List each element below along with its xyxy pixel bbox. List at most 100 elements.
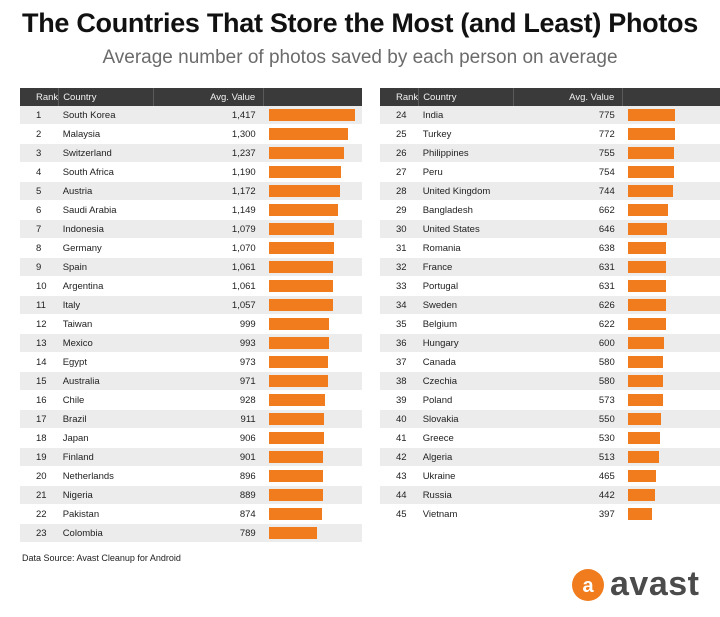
value-cell: 1,300	[153, 124, 264, 144]
rank-cell: 23	[20, 523, 59, 543]
rank-cell: 42	[380, 447, 419, 467]
table-row: 18 Japan 906	[20, 428, 362, 448]
bar-cell	[622, 390, 720, 410]
bar-cell	[622, 200, 720, 220]
rank-cell: 34	[380, 295, 419, 315]
rank-cell: 41	[380, 428, 419, 448]
table-row: 36 Hungary 600	[380, 333, 720, 353]
table-row: 19 Finland 901	[20, 447, 362, 467]
table-row: 14 Egypt 973	[20, 352, 362, 372]
country-cell: Saudi Arabia	[58, 200, 154, 220]
rank-cell: 7	[20, 219, 59, 239]
rank-cell: 44	[380, 485, 419, 505]
value-cell: 631	[513, 257, 623, 277]
value-bar	[627, 318, 666, 330]
table-row: 41 Greece 530	[380, 428, 720, 448]
bar-cell	[622, 295, 720, 315]
value-bar	[268, 242, 334, 254]
country-cell: United States	[418, 219, 514, 239]
country-cell: Malaysia	[58, 124, 154, 144]
country-cell: Bangladesh	[418, 200, 514, 220]
country-cell: Colombia	[58, 523, 154, 543]
rank-cell: 26	[380, 143, 419, 163]
table-row: 7 Indonesia 1,079	[20, 219, 362, 239]
rank-cell: 16	[20, 390, 59, 410]
value-bar	[268, 432, 324, 444]
rank-cell: 5	[20, 181, 59, 201]
table-row: 3 Switzerland 1,237	[20, 143, 362, 163]
bar-cell	[263, 276, 362, 296]
country-cell: Nigeria	[58, 485, 154, 505]
table-row: 30 United States 646	[380, 219, 720, 239]
table-row: 6 Saudi Arabia 1,149	[20, 200, 362, 220]
value-bar	[627, 489, 655, 501]
rank-cell: 21	[20, 485, 59, 505]
table-row: 27 Peru 754	[380, 162, 720, 182]
country-cell: Vietnam	[418, 504, 514, 524]
header-rank: Rank	[20, 88, 60, 106]
rank-cell: 9	[20, 257, 59, 277]
rank-cell: 24	[380, 106, 419, 125]
value-cell: 580	[513, 352, 623, 372]
table-row: 13 Mexico 993	[20, 333, 362, 353]
value-cell: 622	[513, 314, 623, 334]
bar-cell	[622, 219, 720, 239]
country-cell: Poland	[418, 390, 514, 410]
bar-cell	[263, 352, 362, 372]
value-bar	[268, 337, 329, 349]
value-cell: 1,172	[153, 181, 264, 201]
bar-cell	[622, 276, 720, 296]
rank-cell: 45	[380, 504, 419, 524]
country-cell: South Africa	[58, 162, 154, 182]
value-bar	[268, 280, 334, 292]
value-bar	[627, 356, 663, 368]
data-source-note: Data Source: Avast Cleanup for Android	[22, 553, 181, 563]
value-cell: 1,417	[153, 106, 264, 125]
bar-cell	[263, 485, 362, 505]
rank-cell: 25	[380, 124, 419, 144]
bar-cell	[622, 466, 720, 486]
value-cell: 1,237	[153, 143, 264, 163]
table-row: 45 Vietnam 397	[380, 504, 720, 524]
value-bar	[268, 166, 341, 178]
header-bar	[263, 88, 362, 106]
bar-cell	[622, 257, 720, 277]
country-cell: Sweden	[418, 295, 514, 315]
value-cell: 662	[513, 200, 623, 220]
value-cell: 397	[513, 504, 623, 524]
bar-cell	[622, 181, 720, 201]
country-cell: Taiwan	[58, 314, 154, 334]
country-cell: Turkey	[418, 124, 514, 144]
bar-cell	[263, 371, 362, 391]
country-cell: Slovakia	[418, 409, 514, 429]
header-country: Country	[58, 88, 155, 106]
value-bar	[627, 280, 667, 292]
bar-cell	[622, 371, 720, 391]
value-cell: 600	[513, 333, 623, 353]
table-row: 22 Pakistan 874	[20, 504, 362, 524]
table-row: 28 United Kingdom 744	[380, 181, 720, 201]
value-cell: 1,061	[153, 257, 264, 277]
table-row: 32 France 631	[380, 257, 720, 277]
table-row: 24 India 775	[380, 106, 720, 125]
country-cell: France	[418, 257, 514, 277]
value-cell: 638	[513, 238, 623, 258]
value-cell: 896	[153, 466, 264, 486]
bar-cell	[622, 162, 720, 182]
value-cell: 973	[153, 352, 264, 372]
bar-cell	[622, 504, 720, 524]
country-cell: Hungary	[418, 333, 514, 353]
table-row: 16 Chile 928	[20, 390, 362, 410]
value-bar	[268, 394, 325, 406]
value-bar	[627, 337, 665, 349]
table-row: 25 Turkey 772	[380, 124, 720, 144]
value-bar	[268, 375, 328, 387]
country-cell: Romania	[418, 238, 514, 258]
header-country: Country	[418, 88, 514, 106]
country-cell: Egypt	[58, 352, 154, 372]
value-cell: 465	[513, 466, 623, 486]
bar-cell	[622, 314, 720, 334]
rank-cell: 11	[20, 295, 59, 315]
rank-cell: 28	[380, 181, 419, 201]
table-row: 1 South Korea 1,417	[20, 106, 362, 125]
